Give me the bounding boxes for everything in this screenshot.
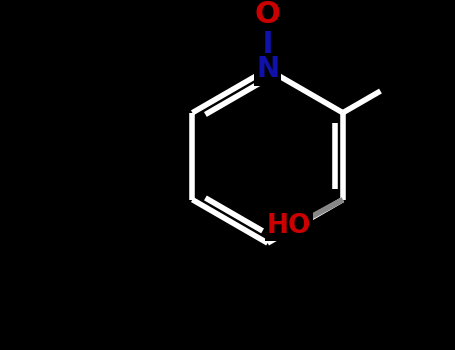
Text: O: O bbox=[255, 0, 281, 29]
Text: N: N bbox=[256, 55, 279, 83]
Text: HO: HO bbox=[267, 214, 311, 239]
